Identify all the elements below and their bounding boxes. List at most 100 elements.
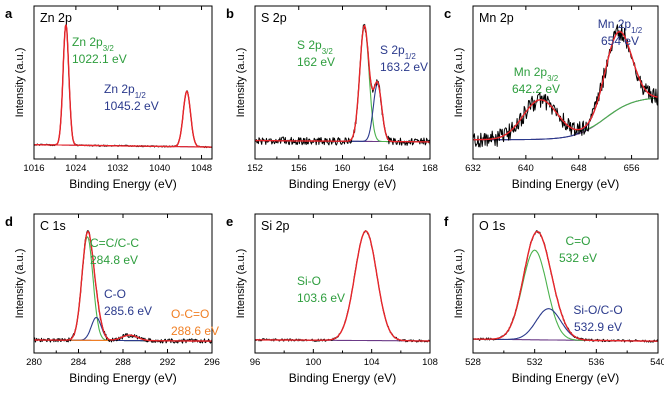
panel-e: 96 100 104 108 Binding Energy (eV) Intensity … [226,213,438,385]
panel-a: 1016 1024 1032 1040 1048 Binding Energy (eV) I… [5,5,213,191]
annotation-subscript: 1/2 [135,91,147,100]
panel-letter: c [444,6,451,21]
x-axis-label: Binding Energy (eV) [69,371,176,385]
x-tick-label: 1040 [149,163,170,174]
x-tick-label: 1016 [23,163,44,174]
x-tick-label: 1024 [65,163,86,174]
panel-title: O 1s [479,219,505,233]
annotation-energy: 285.6 eV [104,304,152,318]
x-tick-label: 540 [650,357,664,368]
x-tick-label: 96 [250,357,261,368]
annotation-subscript: 3/2 [103,44,115,53]
annotation-label: Zn 2p1/2 [104,82,146,100]
annotation-label: C=C/C-C [90,236,139,250]
annotation-energy: 532.9 eV [574,320,622,334]
background-line [473,97,658,141]
fitted-envelope-line [473,230,658,342]
panel-title: Zn 2p [40,11,72,25]
annotation-label: Zn 2p3/2 [72,35,114,53]
x-tick-label: 100 [305,357,321,368]
component-peak-163.2 [255,83,430,143]
x-tick-label: 160 [335,163,351,174]
x-tick-label: 648 [571,163,587,174]
annotation-energy: 162 eV [297,55,335,69]
peak-annotation: Si-O 103.6 eV [297,274,345,305]
panel-b: 152 156 160 164 168 Binding Energy (eV) Intens… [226,5,438,191]
x-tick-label: 288 [115,357,131,368]
panel-letter: e [226,214,233,229]
panel-letter: d [5,214,13,229]
x-tick-label: 536 [588,357,604,368]
annotation-label: Si-O/C-O [573,303,622,317]
annotation-energy: 284.8 eV [90,253,138,267]
annotation-energy: 1022.1 eV [72,52,127,66]
y-axis-label: Intensity (a.u.) [453,48,465,118]
x-axis-label: Binding Energy (eV) [289,371,396,385]
x-tick-label: 528 [465,357,481,368]
annotation-subscript: 1/2 [405,52,417,61]
fitted-envelope-line [473,30,658,141]
fitted-envelope-line [34,230,212,342]
x-tick-label: 632 [465,163,481,174]
fitted-envelope-line [34,24,212,148]
y-axis-label: Intensity (a.u.) [14,249,26,319]
raw-spectrum-line [255,230,430,343]
plot-area-a [34,23,212,149]
plot-frame [33,5,213,160]
annotation-energy: 288.6 eV [171,324,219,338]
panel-title: S 2p [261,11,287,25]
panel-title: Mn 2p [479,11,514,25]
annotation-label: Si-O [297,274,321,288]
x-tick-label: 168 [422,163,438,174]
plot-frame [254,5,431,160]
annotation-label: C=O [565,234,590,248]
x-tick-label: 296 [204,357,220,368]
y-axis-label: Intensity (a.u.) [14,48,26,118]
annotation-subscript: 3/2 [547,74,559,83]
plot-area-c [473,23,658,148]
plot-frame [472,5,659,160]
x-tick-label: 656 [624,163,640,174]
x-tick-label: 532 [527,357,543,368]
x-tick-label: 284 [71,357,87,368]
x-tick-label: 152 [247,163,263,174]
component-peak-642.2 [473,97,658,141]
plot-area-e [255,230,430,343]
plot-area-d [34,230,212,344]
x-tick-label: 1032 [107,163,128,174]
fitted-envelope-line [255,25,430,143]
x-axis-label: Binding Energy (eV) [69,177,176,191]
x-axis-label: Binding Energy (eV) [289,177,396,191]
annotation-energy: 103.6 eV [297,291,345,305]
annotation-label: C-O [104,287,126,301]
annotation-label: Mn 2p3/2 [514,65,559,83]
annotation-subscript: 1/2 [631,26,643,35]
plot-area-b [255,23,430,146]
annotation-subscript: 3/2 [322,47,334,56]
annotation-label: S 2p1/2 [380,43,416,61]
annotation-energy: 532 eV [559,251,597,265]
annotation-label: O-C=O [171,307,209,321]
panel-letter: a [5,6,13,21]
annotation-energy: 642.2 eV [512,82,560,96]
x-tick-label: 104 [364,357,380,368]
panel-title: Si 2p [261,219,290,233]
annotation-label: S 2p3/2 [297,38,333,56]
fitted-envelope-line [255,230,430,342]
x-tick-label: 292 [160,357,176,368]
panel-letter: f [444,214,449,229]
x-axis-label: Binding Energy (eV) [512,371,619,385]
peak-annotation: O-C=O 288.6 eV [171,307,219,338]
x-tick-label: 156 [291,163,307,174]
panel-d: 280 284 288 292 296 Binding Energy (eV) Intens… [5,213,220,385]
x-tick-label: 640 [518,163,534,174]
x-tick-label: 1048 [191,163,212,174]
annotation-energy: 163.2 eV [380,60,428,74]
y-axis-label: Intensity (a.u.) [235,249,247,319]
plot-frame [254,213,431,354]
